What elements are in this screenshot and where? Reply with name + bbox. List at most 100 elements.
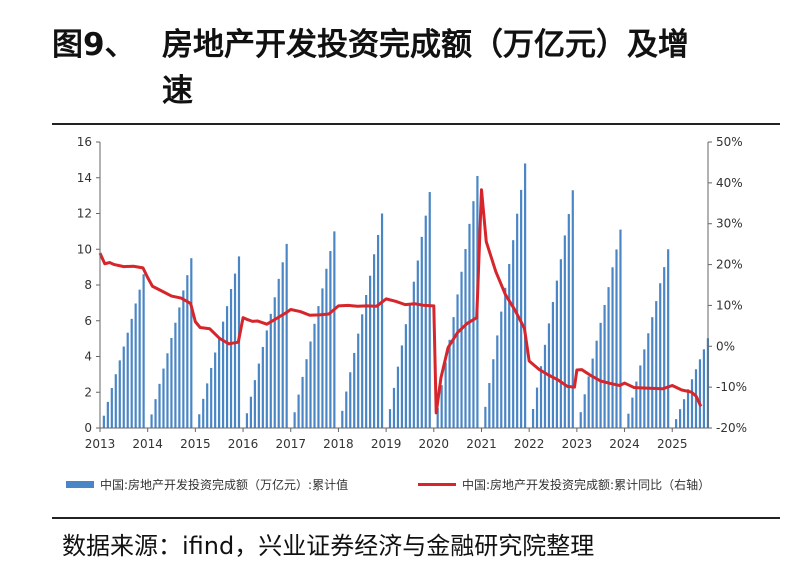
bar-2022-10 — [563, 235, 566, 428]
bar-2025-6 — [690, 379, 694, 428]
bar-2013-7 — [122, 346, 125, 428]
bar-2025-8 — [698, 359, 702, 428]
bar-2014-11 — [186, 275, 189, 428]
bar-2018-5 — [353, 352, 356, 428]
right-tick-label: 20% — [716, 258, 743, 272]
bottom-rule — [52, 517, 780, 519]
left-tick-label: 2 — [84, 385, 92, 399]
bar-2018-4 — [349, 372, 352, 428]
bar-2022-2 — [531, 408, 535, 428]
legend-item-line: 中国:房地产开发投资完成额:累计同比（右轴） — [418, 476, 710, 493]
source-note: 数据来源：ifind，兴业证券经济与金融研究院整理 — [62, 532, 595, 560]
x-tick-label: 2017 — [275, 437, 306, 451]
left-tick-label: 6 — [84, 314, 92, 328]
left-tick-label: 14 — [77, 171, 92, 185]
bar-2021-3 — [488, 383, 491, 428]
bar-2021-5 — [496, 335, 499, 428]
bar-2013-9 — [130, 318, 133, 428]
bar-2023-4 — [587, 376, 590, 428]
bar-2022-12 — [571, 190, 574, 428]
bar-2017-4 — [301, 376, 304, 428]
bar-2019-12 — [428, 192, 431, 428]
right-tick-label: -10% — [716, 380, 747, 394]
bar-2019-5 — [400, 345, 404, 428]
bar-2019-7 — [408, 302, 411, 428]
bar-2025-5 — [686, 389, 690, 428]
figure-title-line2: 速 — [162, 73, 193, 109]
bar-2015-3 — [202, 398, 205, 428]
bar-2018-6 — [357, 333, 360, 428]
bar-2019-4 — [396, 366, 400, 428]
bar-2022-9 — [559, 259, 562, 428]
bar-2016-9 — [273, 297, 276, 428]
bar-2023-9 — [607, 287, 610, 428]
bar-2020-3 — [440, 385, 443, 428]
bar-2023-10 — [611, 267, 614, 428]
x-tick-label: 2025 — [657, 437, 688, 451]
bar-2015-10 — [229, 289, 233, 428]
right-tick-label: -20% — [716, 421, 747, 435]
bar-2021-11 — [520, 189, 523, 428]
bar-2021-8 — [508, 263, 511, 428]
bar-2024-2 — [627, 413, 630, 428]
bar-2023-8 — [603, 304, 606, 428]
bar-2014-3 — [154, 399, 157, 428]
bar-2021-4 — [492, 359, 495, 428]
bar-2013-5 — [114, 374, 117, 428]
bar-2022-7 — [551, 302, 555, 428]
bar-2017-10 — [325, 268, 328, 428]
bar-2024-7 — [647, 333, 650, 428]
bar-2015-2 — [198, 414, 201, 428]
bar-2023-11 — [615, 249, 618, 428]
bar-2022-5 — [543, 344, 547, 428]
x-tick-label: 2020 — [419, 437, 450, 451]
bar-2025-3 — [678, 409, 682, 428]
chart-area: 0 2 4 6 8 10 12 14 16 -20% -10% 0% 10% 20% 30% 40% 50% 20… — [77, 135, 747, 451]
axes: 0 2 4 6 8 10 12 14 16 -20% -10% 0% 10% 20% 30% 40% 50% 20… — [77, 135, 747, 451]
bar-2013-3 — [106, 401, 109, 428]
bar-2014-8 — [174, 322, 177, 428]
legend-item-bar: 中国:房地产开发投资完成额（万亿元）:累计值 — [66, 476, 348, 493]
bar-2015-8 — [222, 321, 225, 428]
bar-2017-8 — [317, 306, 320, 428]
figure-number: 图9、 — [52, 27, 136, 63]
bar-2018-7 — [361, 314, 364, 428]
bar-2014-2 — [150, 414, 153, 428]
bar-2020-2 — [436, 407, 439, 428]
bar-2014-5 — [162, 368, 165, 428]
left-tick-label: 16 — [77, 135, 92, 149]
left-tick-label: 12 — [77, 207, 92, 221]
bar-2013-12 — [142, 274, 145, 428]
bar-2014-4 — [158, 383, 161, 428]
bar-2017-11 — [329, 251, 332, 428]
bar-2014-12 — [190, 258, 193, 428]
bar-2015-11 — [233, 273, 237, 428]
bar-2018-9 — [369, 275, 372, 428]
x-tick-label: 2023 — [562, 437, 593, 451]
bar-2015-5 — [210, 367, 213, 428]
bar-2019-9 — [416, 260, 419, 428]
figure-title: 图9、 房地产开发投资完成额（万亿元）及增 速 — [52, 22, 752, 114]
bar-2019-2 — [388, 409, 392, 428]
bar-2024-5 — [639, 365, 642, 428]
bar-2021-12 — [524, 163, 527, 428]
bar-2020-9 — [464, 249, 467, 428]
figure-title-line1: 房地产开发投资完成额（万亿元）及增 — [162, 27, 689, 63]
bar-2019-10 — [420, 236, 423, 428]
bar-2013-8 — [126, 332, 129, 428]
bar-2017-6 — [309, 341, 312, 428]
bar-2023-3 — [583, 394, 586, 428]
right-tick-label: 0% — [716, 339, 735, 353]
bar-2020-4 — [444, 362, 447, 428]
bar-2016-10 — [277, 278, 280, 428]
bar-2020-5 — [448, 339, 451, 428]
bar-2018-3 — [345, 391, 348, 428]
bar-2024-8 — [651, 317, 654, 428]
bar-2023-6 — [595, 340, 598, 428]
bar-2020-7 — [456, 294, 459, 428]
bar-2021-6 — [500, 311, 503, 428]
bar-2020-8 — [460, 271, 463, 428]
bar-2017-2 — [293, 412, 296, 428]
bar-2023-5 — [591, 358, 594, 428]
bar-2017-5 — [305, 359, 308, 428]
